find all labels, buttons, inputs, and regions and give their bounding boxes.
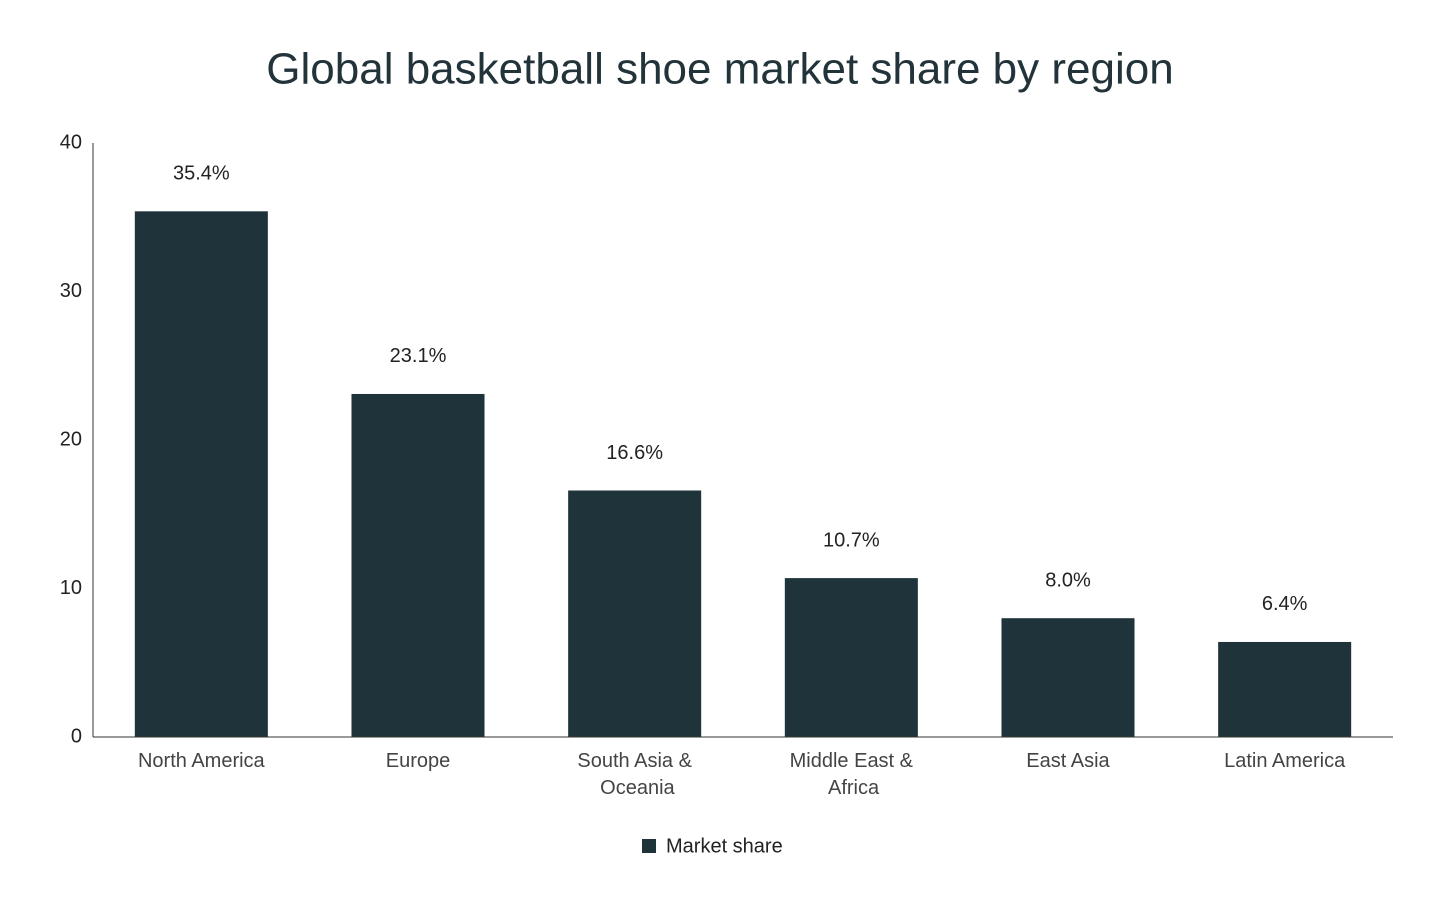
chart-title: Global basketball shoe market share by r… bbox=[266, 45, 1173, 94]
data-label: 23.1% bbox=[390, 345, 447, 367]
x-tick-label: South Asia & Oceania bbox=[577, 750, 692, 799]
y-tick-label: 40 bbox=[60, 131, 82, 153]
y-tick-label: 10 bbox=[60, 577, 82, 599]
data-label: 10.7% bbox=[823, 529, 880, 551]
x-tick-label: Middle East & Africa bbox=[790, 750, 914, 799]
bar bbox=[784, 578, 918, 737]
bar bbox=[1001, 618, 1135, 737]
x-tick-label: Latin America bbox=[1224, 750, 1346, 772]
x-tick-label: East Asia bbox=[1026, 750, 1110, 772]
data-label: 6.4% bbox=[1262, 593, 1308, 615]
x-tick-label: North America bbox=[138, 750, 266, 772]
y-tick-label: 20 bbox=[60, 428, 82, 450]
y-tick-label: 0 bbox=[71, 725, 82, 747]
data-label: 8.0% bbox=[1045, 569, 1091, 591]
x-tick-label: Europe bbox=[386, 750, 451, 772]
bar bbox=[568, 490, 702, 737]
bar bbox=[351, 393, 485, 737]
bar bbox=[1218, 641, 1352, 737]
data-label: 35.4% bbox=[173, 163, 230, 185]
legend-label: Market share bbox=[666, 835, 783, 857]
data-label: 16.6% bbox=[606, 442, 663, 464]
y-tick-label: 30 bbox=[60, 280, 82, 302]
legend-swatch bbox=[642, 839, 656, 853]
bar bbox=[134, 211, 268, 737]
